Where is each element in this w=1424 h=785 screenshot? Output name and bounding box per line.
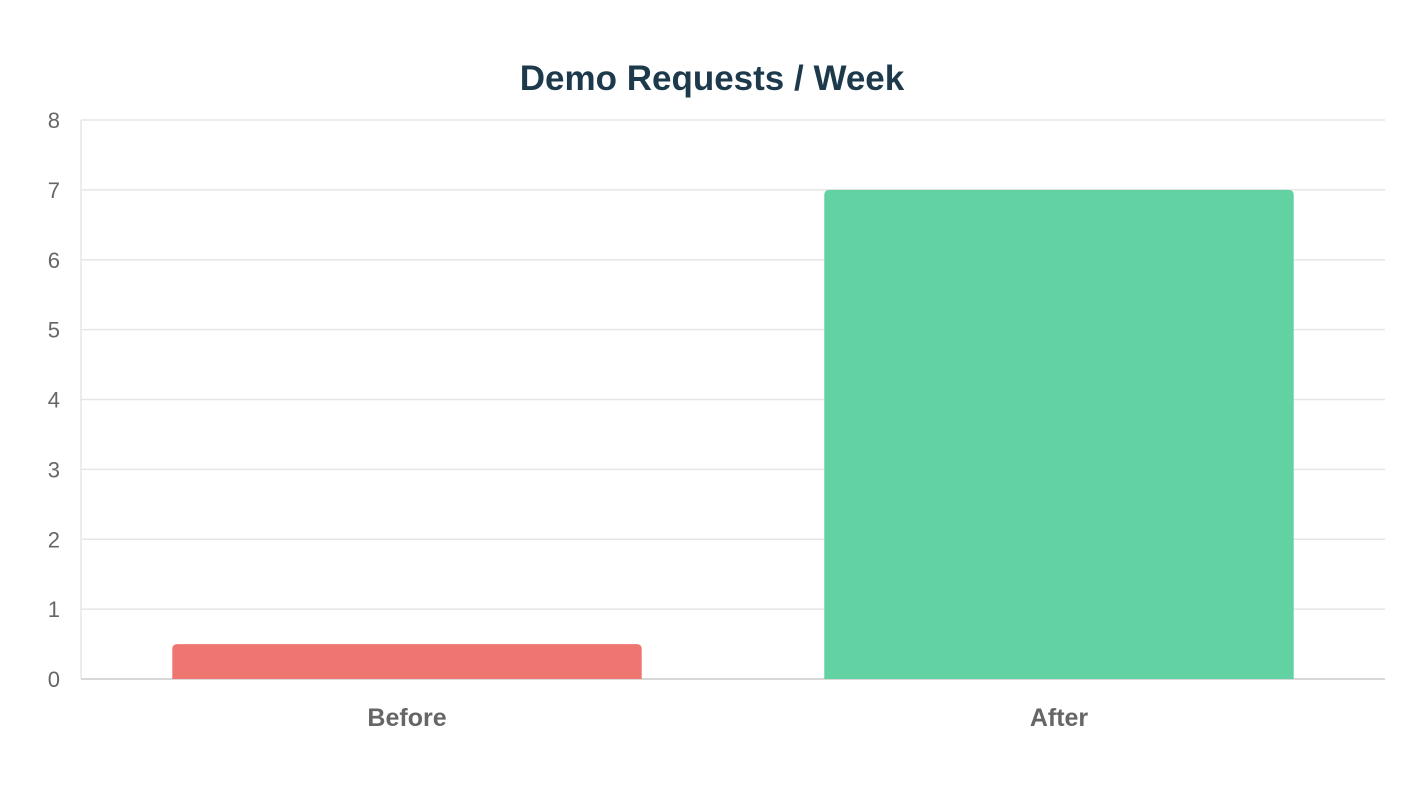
bar-after: [824, 189, 1294, 679]
y-tick-label: 8: [48, 108, 60, 133]
chart-title: Demo Requests / Week: [520, 59, 905, 98]
bars: [172, 189, 1294, 679]
bar-before: [172, 644, 642, 679]
y-tick-label: 3: [48, 457, 60, 482]
y-tick-label: 7: [48, 178, 60, 203]
y-tick-label: 0: [48, 667, 60, 692]
x-tick-label: After: [1030, 704, 1089, 732]
y-axis-ticks: 0 1 2 3 4 5 6 7 8: [48, 108, 60, 692]
y-tick-label: 5: [48, 318, 60, 343]
y-tick-label: 4: [48, 388, 60, 413]
y-tick-label: 1: [48, 597, 60, 622]
x-tick-label: Before: [367, 704, 446, 732]
y-tick-label: 6: [48, 248, 60, 273]
y-tick-label: 2: [48, 527, 60, 552]
x-axis-labels: Before After: [367, 704, 1088, 732]
grid-lines: [81, 119, 1385, 610]
